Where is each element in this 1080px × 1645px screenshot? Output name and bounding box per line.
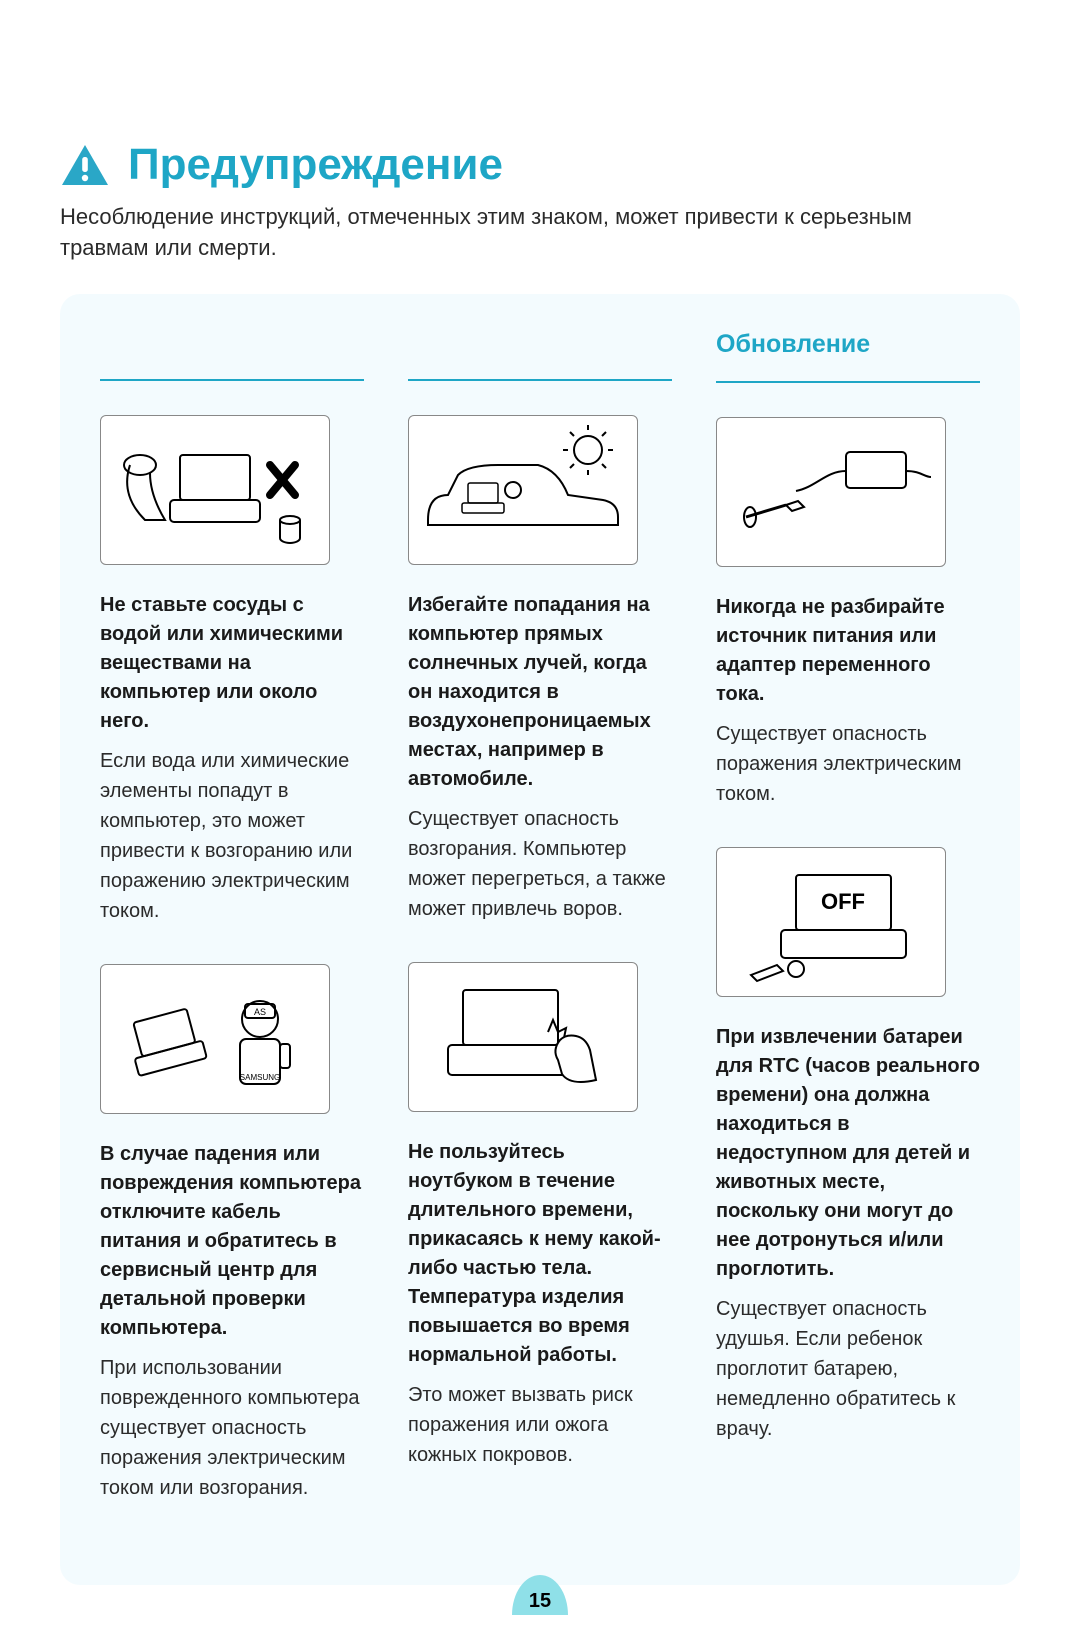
warning-bold-text: В случае падения или повреждения компьют…	[100, 1140, 364, 1343]
page-subtitle: Несоблюдение инструкций, отмеченных этим…	[60, 202, 960, 264]
hot-touch-icon	[408, 962, 638, 1112]
section-title: Обновление	[716, 330, 980, 359]
warning-bold-text: Не пользуйтесь ноутбуком в течение длите…	[408, 1138, 672, 1370]
right-column: Обновление Никогда не разбирайте источни…	[716, 330, 980, 1482]
warning-body-text: Существует опасность удушья. Если ребено…	[716, 1294, 980, 1444]
content-panel: Не ставьте сосуды с водой или химическим…	[60, 294, 1020, 1585]
warning-block: Не пользуйтесь ноутбуком в течение длите…	[408, 962, 672, 1470]
warning-block: Никогда не разбирайте источник питания и…	[716, 417, 980, 809]
title-row: Предупреждение	[60, 140, 1020, 190]
warning-body-text: Существует опасность возгорания. Компьют…	[408, 804, 672, 924]
warning-body-text: Существует опасность поражения электриче…	[716, 719, 980, 809]
col-spacer	[408, 330, 672, 375]
page-header: Предупреждение Несоблюдение инструкций, …	[60, 140, 1020, 264]
page-title: Предупреждение	[128, 140, 503, 190]
warning-body-text: Если вода или химические элементы попаду…	[100, 746, 364, 926]
divider	[408, 379, 672, 381]
rtc-battery-icon: OFF	[716, 847, 946, 997]
warning-bold-text: Избегайте попадания на компьютер прямых …	[408, 591, 672, 794]
divider	[716, 381, 980, 383]
warning-block: AS SAMSUNG В случае падения или поврежде…	[100, 964, 364, 1503]
warning-block: Не ставьте сосуды с водой или химическим…	[100, 415, 364, 926]
divider	[100, 379, 364, 381]
disassemble-adapter-icon	[716, 417, 946, 567]
dropped-laptop-icon: AS SAMSUNG	[100, 964, 330, 1114]
col-spacer	[100, 330, 364, 375]
warning-body-text: Это может вызвать риск поражения или ожо…	[408, 1380, 672, 1470]
warning-triangle-icon	[60, 143, 110, 187]
warning-block: OFF При извлечении батареи для RTC (часо…	[716, 847, 980, 1444]
warning-bold-text: Никогда не разбирайте источник питания и…	[716, 593, 980, 709]
warning-bold-text: Не ставьте сосуды с водой или химическим…	[100, 591, 364, 736]
middle-column: Избегайте попадания на компьютер прямых …	[408, 330, 672, 1508]
svg-text:SAMSUNG: SAMSUNG	[240, 1073, 280, 1082]
svg-text:OFF: OFF	[821, 889, 865, 914]
warning-body-text: При использовании поврежденного компьюте…	[100, 1353, 364, 1503]
warning-bold-text: При извлечении батареи для RTC (часов ре…	[716, 1023, 980, 1284]
svg-text:AS: AS	[254, 1007, 266, 1017]
car-sunlight-icon	[408, 415, 638, 565]
left-column: Не ставьте сосуды с водой или химическим…	[100, 330, 364, 1541]
spilled-liquid-icon	[100, 415, 330, 565]
warning-block: Избегайте попадания на компьютер прямых …	[408, 415, 672, 924]
